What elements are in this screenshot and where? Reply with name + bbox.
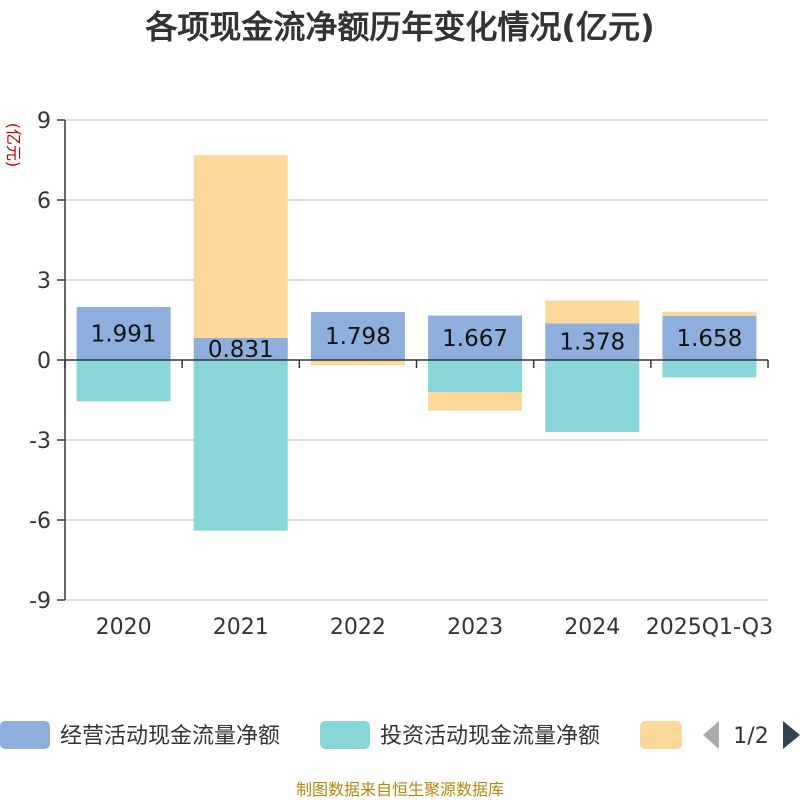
x-tick-label: 2024 [564, 615, 620, 640]
data-label: 1.378 [559, 330, 625, 356]
legend-swatch-operating[interactable] [0, 721, 50, 749]
y-tick-label: 3 [37, 269, 51, 294]
data-label: 1.991 [91, 321, 157, 347]
chart-title: 各项现金流净额历年变化情况(亿元) [145, 8, 654, 46]
y-tick-label: -3 [29, 429, 51, 454]
y-tick-label: 0 [37, 349, 51, 374]
bar-series-1-2021[interactable] [193, 360, 288, 531]
legend-page-indicator: 1/2 [733, 724, 768, 749]
grid-lines [65, 119, 768, 601]
data-label: 1.798 [325, 324, 391, 350]
legend-prev-page-icon[interactable] [703, 721, 719, 749]
legend-swatch-financing[interactable] [640, 721, 682, 749]
bars [76, 155, 757, 531]
data-label: 1.658 [676, 326, 742, 352]
y-tick-label: -6 [29, 509, 51, 534]
bar-series-1-2024[interactable] [545, 360, 640, 432]
bar-series-0-2022[interactable] [310, 312, 405, 360]
y-axis-unit: (亿元) [4, 123, 23, 168]
axes [64, 120, 769, 600]
x-tick-label: 2021 [213, 615, 269, 640]
legend-label-operating[interactable]: 经营活动现金流量净额 [60, 724, 280, 749]
bar-series-0-2020[interactable] [76, 306, 171, 360]
y-tick-labels: 9 6 3 0 -3 -6 -9 [29, 109, 65, 614]
bar-series-1-2023[interactable] [428, 360, 523, 392]
y-tick-label: 6 [37, 189, 51, 214]
bar-series-0-2021[interactable] [193, 337, 288, 360]
bar-series-1-2025Q1-Q3[interactable] [662, 360, 757, 378]
bar-series-0-2025Q1-Q3[interactable] [662, 315, 757, 360]
bar-series-2-2024[interactable] [545, 300, 640, 324]
x-tick-label: 2025Q1-Q3 [646, 615, 773, 640]
legend-label-investing[interactable]: 投资活动现金流量净额 [380, 724, 600, 749]
x-tick-label: 2022 [330, 615, 386, 640]
data-label: 0.831 [208, 337, 274, 363]
data-labels: 1.991 0.831 1.798 1.667 1.378 1.658 [91, 321, 743, 362]
bar-series-1-2020[interactable] [76, 360, 171, 402]
bar-series-2-2025Q1-Q3[interactable] [662, 311, 757, 316]
legend-swatch-investing[interactable] [320, 721, 370, 749]
bar-series-2-2021[interactable] [193, 155, 288, 338]
x-tick-label: 2023 [447, 615, 503, 640]
y-tick-label: -9 [29, 589, 51, 614]
data-label: 1.667 [442, 326, 508, 352]
bar-series-0-2024[interactable] [545, 323, 640, 360]
x-tick-labels: 2020 2021 2022 2023 2024 2025Q1-Q3 [96, 615, 774, 640]
legend: 经营活动现金流量净额 投资活动现金流量净额 1/2 [0, 721, 800, 749]
bar-series-2-2023[interactable] [428, 392, 523, 411]
bar-series-2-2022[interactable] [310, 360, 405, 366]
x-tick-label: 2020 [96, 615, 152, 640]
legend-next-page-icon[interactable] [783, 721, 800, 749]
source-note: 制图数据来自恒生聚源数据库 [296, 780, 504, 799]
bar-series-0-2023[interactable] [428, 315, 523, 360]
y-tick-label: 9 [37, 109, 51, 134]
